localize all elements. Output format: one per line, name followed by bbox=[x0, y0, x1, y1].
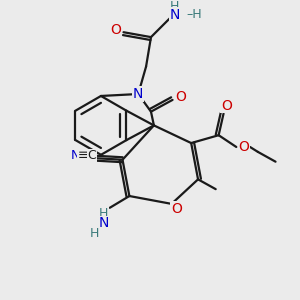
Text: N: N bbox=[99, 217, 109, 230]
Text: O: O bbox=[110, 23, 121, 37]
Text: H: H bbox=[99, 207, 109, 220]
Text: O: O bbox=[221, 99, 232, 113]
Text: O: O bbox=[171, 202, 182, 216]
Text: N: N bbox=[133, 87, 143, 101]
Text: N: N bbox=[71, 149, 80, 162]
Text: –H: –H bbox=[186, 8, 202, 21]
Text: O: O bbox=[171, 202, 182, 216]
Text: C: C bbox=[88, 149, 97, 162]
Text: ≡: ≡ bbox=[78, 149, 88, 162]
Text: H: H bbox=[170, 0, 179, 13]
Text: O: O bbox=[239, 140, 250, 154]
Text: H: H bbox=[89, 227, 99, 240]
Text: N: N bbox=[133, 87, 143, 101]
Text: N: N bbox=[169, 8, 180, 22]
Text: O: O bbox=[175, 90, 186, 104]
